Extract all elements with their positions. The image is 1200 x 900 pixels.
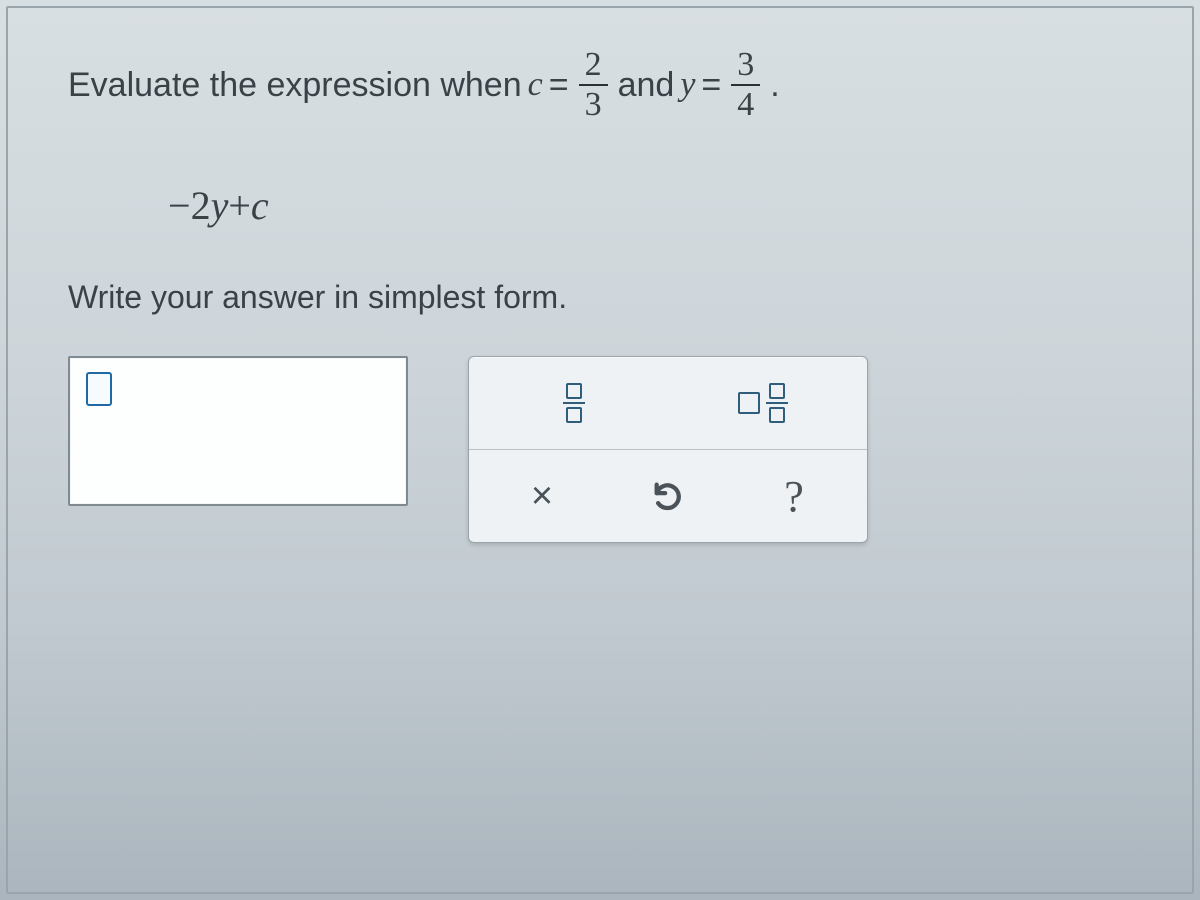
question-mid: and [618, 66, 675, 105]
expr-coef: 2 [191, 183, 211, 228]
frac2-den: 4 [731, 84, 760, 122]
fraction-c-value: 2 3 [579, 48, 608, 122]
question-text: Evaluate the expression when c= 2 3 and … [68, 48, 1132, 122]
clear-icon: × [531, 475, 553, 518]
question-prefix: Evaluate the expression when [68, 66, 522, 105]
action-row: × ? [469, 449, 867, 542]
question-suffix: . [770, 66, 779, 105]
frac2-num: 3 [731, 48, 760, 84]
mixed-number-icon [738, 383, 788, 424]
expr-plus: + [228, 183, 251, 228]
answer-row: × ? [68, 356, 1132, 543]
frac1-num: 2 [579, 48, 608, 84]
variable-c: c [528, 66, 543, 104]
answer-placeholder-icon [86, 372, 112, 406]
variable-y: y [680, 66, 695, 104]
expr-minus: − [168, 183, 191, 228]
format-row [469, 357, 867, 449]
mixed-number-button[interactable] [668, 371, 857, 435]
expression: −2y+c [168, 182, 1132, 229]
undo-button[interactable] [605, 464, 731, 528]
fraction-button[interactable] [479, 371, 668, 435]
undo-icon [651, 479, 685, 513]
fraction-y-value: 3 4 [731, 48, 760, 122]
expr-c: c [251, 183, 269, 228]
help-button[interactable]: ? [731, 464, 857, 528]
question-panel: Evaluate the expression when c= 2 3 and … [6, 6, 1194, 894]
frac1-den: 3 [579, 84, 608, 122]
help-icon: ? [784, 471, 804, 522]
equals-2: = [701, 66, 721, 105]
tool-panel: × ? [468, 356, 868, 543]
answer-input[interactable] [68, 356, 408, 506]
fraction-icon [563, 383, 585, 424]
equals-1: = [549, 66, 569, 105]
instruction-text: Write your answer in simplest form. [68, 279, 1132, 316]
expr-y: y [211, 183, 229, 228]
clear-button[interactable]: × [479, 464, 605, 528]
